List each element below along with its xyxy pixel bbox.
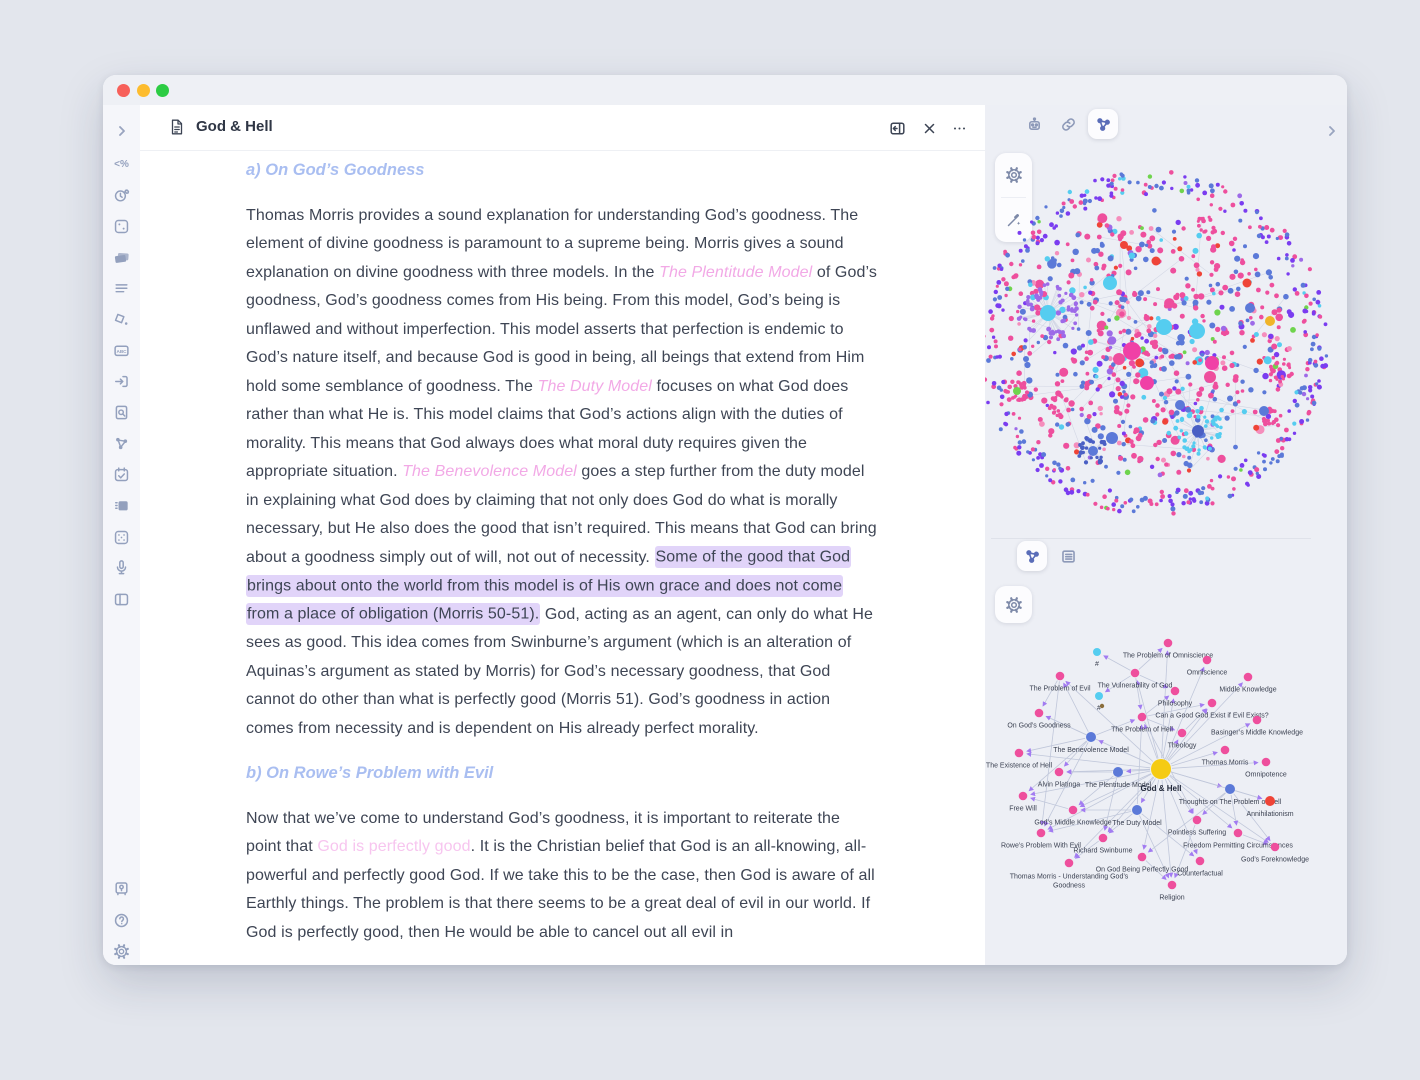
graph-settings-icon[interactable] xyxy=(995,153,1032,197)
text-run: Now that we’ve come to understand God’s … xyxy=(246,809,840,856)
text-run: Thomas Morris provides a sound explanati… xyxy=(246,206,859,281)
global-graph-view[interactable] xyxy=(985,150,1347,538)
svg-text:Annihilationism: Annihilationism xyxy=(1246,811,1293,818)
local-panel-tab-graph-icon[interactable] xyxy=(1017,541,1047,571)
svg-text:The Plentitude Model: The Plentitude Model xyxy=(1085,782,1152,789)
panel-tab-backlink-icon[interactable] xyxy=(1053,109,1083,139)
note-link[interactable]: The Duty Model xyxy=(537,377,652,395)
sidebar-item-settings-icon[interactable] xyxy=(112,941,132,961)
svg-text:God’s Foreknowledge: God’s Foreknowledge xyxy=(1241,856,1309,863)
sidebar-item-import-icon[interactable] xyxy=(112,371,132,391)
svg-text:God & Hell: God & Hell xyxy=(1141,784,1182,793)
svg-text:The Problem of Omniscience: The Problem of Omniscience xyxy=(1123,652,1213,659)
sidebar-item-graph-icon[interactable] xyxy=(112,433,132,453)
window-titlebar xyxy=(103,75,1347,105)
svg-text:Theology: Theology xyxy=(1168,742,1197,749)
sidebar-item-text-box-icon[interactable]: ABC xyxy=(112,340,132,360)
text-run: of God’s goodness, God’s goodness comes … xyxy=(246,263,877,395)
svg-text:Pointless Suffering: Pointless Suffering xyxy=(1168,829,1226,836)
note-link[interactable]: God is perfectly good xyxy=(317,838,471,855)
svg-text:On God Being Perfectly Good: On God Being Perfectly Good xyxy=(1096,866,1189,873)
magic-wand-icon[interactable] xyxy=(995,198,1032,242)
text-run: . It is the Christian belief that God is… xyxy=(246,838,875,941)
editor-header: God & Hell xyxy=(140,105,985,151)
svg-text:God’s Middle Knowledge: God’s Middle Knowledge xyxy=(1034,819,1111,826)
svg-text:The Duty Model: The Duty Model xyxy=(1112,820,1162,827)
sidebar-item-dice-icon[interactable] xyxy=(112,527,132,547)
note-link[interactable]: The Benevolence Model xyxy=(402,463,577,480)
svg-text:The Problem of Evil: The Problem of Evil xyxy=(1029,685,1091,692)
zoom-traffic-light[interactable] xyxy=(156,84,169,97)
svg-text:#: # xyxy=(1097,705,1101,712)
text-run: focuses on what God does rather than wha… xyxy=(246,377,849,481)
panel-collapse-chevron-icon[interactable] xyxy=(1324,123,1340,139)
document-icon xyxy=(168,118,186,136)
svg-text:Can a Good God Exist if Evil E: Can a Good God Exist if Evil Exists? xyxy=(1155,712,1268,719)
svg-text:Religion: Religion xyxy=(1159,894,1184,901)
sidebar-item-clock-edit-icon[interactable] xyxy=(112,185,132,205)
minimize-traffic-light[interactable] xyxy=(137,84,150,97)
sidebar-item-calendar-check-icon[interactable] xyxy=(112,464,132,484)
svg-text:Basinger’s Middle Knowledge: Basinger’s Middle Knowledge xyxy=(1211,729,1303,736)
svg-text:Philosophy: Philosophy xyxy=(1158,700,1193,707)
split-view-icon[interactable] xyxy=(885,116,909,140)
close-traffic-light[interactable] xyxy=(117,84,130,97)
sidebar-item-code-snippet-icon[interactable]: <% xyxy=(114,158,129,170)
sidebar-item-ink-drop-icon[interactable] xyxy=(112,309,132,329)
svg-text:Richard Swinburne: Richard Swinburne xyxy=(1073,847,1132,854)
svg-text:Omniscience: Omniscience xyxy=(1187,669,1228,676)
note-link[interactable]: The Plentitude Model xyxy=(659,263,813,281)
svg-text:ABC: ABC xyxy=(116,349,127,354)
panel-divider xyxy=(991,538,1311,539)
paragraph: Now that we’ve come to understand God’s … xyxy=(246,805,878,948)
svg-text:Counterfactual: Counterfactual xyxy=(1177,870,1223,877)
sidebar-item-flashcards-icon[interactable] xyxy=(112,495,132,515)
svg-text:Freedom Permitting Circumstanc: Freedom Permitting Circumstances xyxy=(1183,842,1293,849)
close-icon[interactable] xyxy=(917,116,941,140)
sidebar-item-screenshot-icon[interactable] xyxy=(112,216,132,236)
note-title[interactable]: God & Hell xyxy=(196,118,273,135)
svg-text:Thoughts on The Problem of Hel: Thoughts on The Problem of Hell xyxy=(1179,799,1282,806)
sidebar-expand-chevron-icon[interactable] xyxy=(114,123,130,139)
svg-text:Rowe’s Problem With Evil: Rowe’s Problem With Evil xyxy=(1001,842,1081,849)
svg-text:Thomas Morris: Thomas Morris xyxy=(1202,759,1249,766)
svg-text:Omnipotence: Omnipotence xyxy=(1245,771,1287,778)
sidebar-item-rows-icon[interactable] xyxy=(112,278,132,298)
note-editor: God & Hell a) On God’s Goodness Thomas Mo… xyxy=(140,105,985,965)
sidebar-item-microphone-icon[interactable] xyxy=(112,557,132,577)
text-run: God, acting as an agent, can only do wha… xyxy=(246,605,874,737)
svg-text:The Problem of Hell: The Problem of Hell xyxy=(1111,726,1173,733)
svg-text:The Benevolence Model: The Benevolence Model xyxy=(1053,747,1129,754)
section-heading: a) On God’s Goodness xyxy=(246,161,425,179)
sidebar-item-cards-icon[interactable] xyxy=(112,247,132,267)
editor-content[interactable]: a) On God’s Goodness Thomas Morris provid… xyxy=(140,150,985,965)
sidebar-item-help-icon[interactable] xyxy=(112,910,132,930)
app-window: <% ABC God & Hell a) On God’s Goodness Tho… xyxy=(103,75,1347,965)
left-sidebar: <% ABC xyxy=(103,105,141,965)
svg-text:The Existence of Hell: The Existence of Hell xyxy=(986,762,1053,769)
local-graph-view[interactable]: God & Hell The Problem of Omniscience # Omn… xyxy=(985,630,1347,965)
sidebar-item-vault-icon[interactable] xyxy=(112,878,132,898)
svg-text:Middle Knowledge: Middle Knowledge xyxy=(1219,686,1276,693)
graph-toolbar xyxy=(995,153,1032,242)
svg-text:The Vulnerability of God: The Vulnerability of God xyxy=(1098,682,1173,689)
local-graph-settings-icon[interactable] xyxy=(995,586,1032,623)
svg-text:On God’s Goodness: On God’s Goodness xyxy=(1007,722,1071,729)
local-panel-tab-list-icon[interactable] xyxy=(1053,541,1083,571)
svg-text:#: # xyxy=(1095,661,1099,668)
panel-tab-robot-icon[interactable] xyxy=(1019,109,1049,139)
text-run: goes a step further from the duty model … xyxy=(246,463,877,566)
more-options-icon[interactable] xyxy=(947,116,971,140)
paragraph: Thomas Morris provides a sound explanati… xyxy=(246,202,878,744)
svg-text:Alvin Platinga: Alvin Platinga xyxy=(1038,781,1081,788)
panel-tab-graph-icon[interactable] xyxy=(1088,109,1118,139)
svg-text:Free Will: Free Will xyxy=(1009,805,1037,812)
sidebar-item-doc-search-icon[interactable] xyxy=(112,402,132,422)
sidebar-item-layout-icon[interactable] xyxy=(112,589,132,609)
right-panel: God & Hell The Problem of Omniscience # Omn… xyxy=(985,105,1347,965)
svg-text:Thomas Morris - Understanding: Thomas Morris - Understanding God’s Goodn… xyxy=(1010,873,1129,889)
section-heading: b) On Rowe’s Problem with Evil xyxy=(246,764,494,782)
